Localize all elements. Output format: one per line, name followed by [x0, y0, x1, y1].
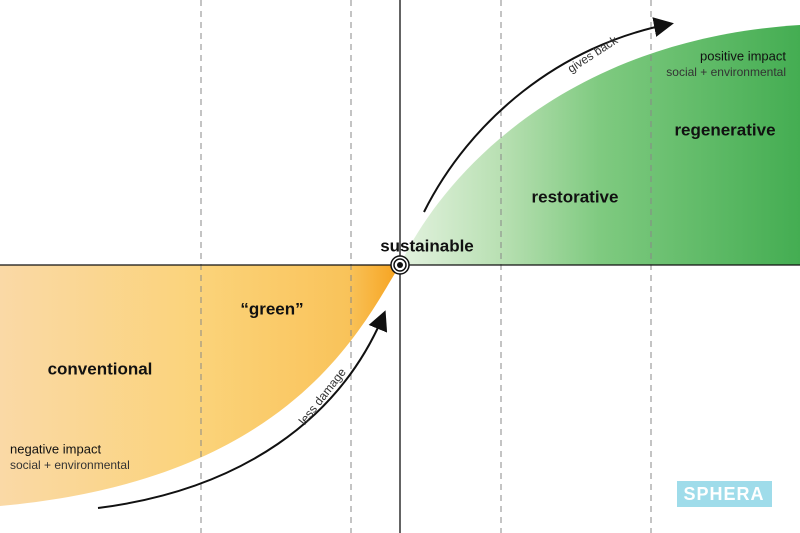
logo-box [677, 481, 772, 507]
sustainable-point [390, 255, 410, 275]
negative-title: negative impact [10, 441, 101, 456]
negative-area [0, 265, 400, 506]
positive-subtitle: social + environmental [666, 65, 786, 79]
lower-arrow [97, 310, 388, 509]
positive-title: positive impact [700, 48, 786, 63]
upper-arrow [423, 17, 674, 213]
zone-label: conventional [48, 359, 153, 378]
negative-subtitle: social + environmental [10, 458, 130, 472]
zone-label: restorative [532, 187, 619, 206]
positive-area [400, 25, 800, 265]
dashed-lines [200, 0, 652, 533]
logo: SPHERA [683, 484, 764, 504]
zone-label: “green” [240, 299, 303, 318]
zone-label: sustainable [380, 236, 474, 255]
zone-label: regenerative [674, 120, 775, 139]
